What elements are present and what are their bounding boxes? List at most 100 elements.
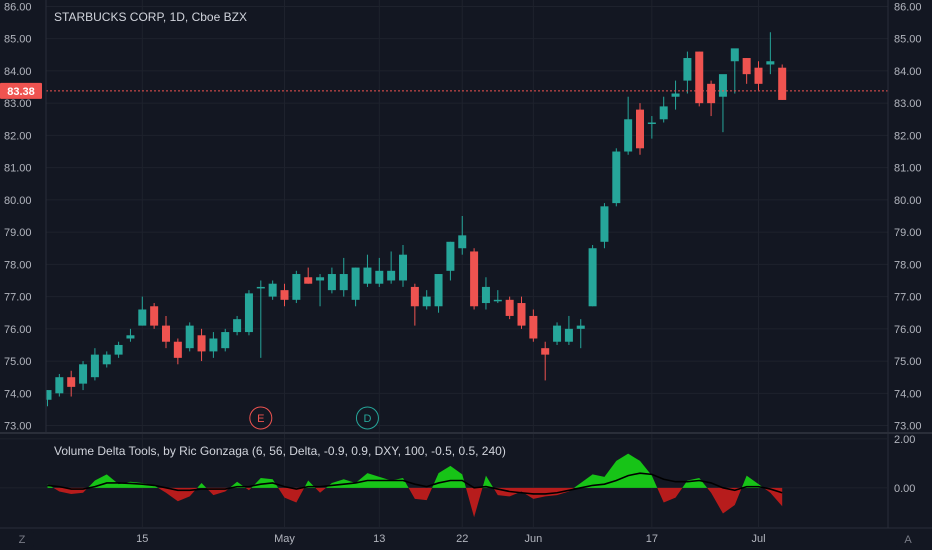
candle-body (505, 299, 514, 316)
time-tick-label: Jun (524, 533, 542, 545)
last-price-value: 83.38 (7, 86, 35, 98)
time-axis-ticks: 15 May 13 22 Jun 17 Jul (136, 533, 765, 545)
price-tick-label: 74.00 (894, 388, 922, 400)
candle (79, 361, 88, 391)
left-price-tick-label: 84.00 (4, 66, 32, 78)
candle (505, 296, 514, 320)
left-price-tick-label: 82.00 (4, 130, 32, 142)
delta-tick-label: 2.00 (894, 434, 915, 446)
candle (256, 280, 265, 358)
badge-circle (355, 406, 379, 430)
price-tick-label: 82.00 (894, 130, 922, 142)
candle-body (671, 93, 680, 97)
left-price-tick-label: 75.00 (4, 356, 32, 368)
price-tick-label: 77.00 (894, 292, 922, 304)
candle (126, 328, 135, 342)
candle (410, 283, 419, 326)
candle-body (185, 325, 194, 349)
left-price-tick-label: 83.00 (4, 98, 32, 110)
candle (209, 332, 218, 358)
badge-circle (249, 406, 273, 430)
candle (659, 96, 668, 123)
candle (197, 328, 206, 362)
candle-body (173, 341, 182, 358)
candle (292, 270, 301, 304)
candle-body (351, 267, 360, 300)
candle-body (150, 306, 159, 326)
candle-body (588, 248, 597, 307)
price-axis-ticks: 86.00 85.00 84.00 83.00 82.00 81.00 80.00 79.00… (894, 1, 922, 432)
delta-negative-area (47, 487, 783, 518)
candle-body (718, 74, 727, 97)
price-tick-label: 73.00 (894, 421, 922, 433)
candle (600, 203, 609, 249)
candle (671, 80, 680, 110)
timezone-button[interactable]: Z (10, 530, 34, 548)
candle-body (256, 286, 265, 289)
candle-body (707, 83, 716, 104)
candle (707, 80, 716, 117)
candle-body (327, 274, 336, 291)
candle (244, 290, 253, 336)
indicator-pane[interactable]: Volume Delta Tools, by Ric Gonzaga (6, 5… (0, 434, 888, 527)
left-axis[interactable]: 86.00 85.00 84.00 83.00 82.00 81.00 80.00 79.00… (0, 0, 47, 433)
candle-body (434, 274, 443, 307)
price-tick-label: 75.00 (894, 356, 922, 368)
candle (529, 309, 538, 342)
event-badge-e[interactable]: E (249, 406, 273, 430)
auto-scale-button[interactable]: A (896, 530, 920, 548)
candle-body (410, 286, 419, 307)
candle (541, 341, 550, 381)
candle-body (363, 267, 372, 284)
candle (304, 267, 313, 284)
chart-title: STARBUCKS CORP, 1D, Cboe BZX (54, 10, 247, 24)
candle (422, 290, 431, 310)
candle (564, 315, 573, 345)
badge-letter: E (257, 413, 264, 425)
candle-body (339, 274, 348, 291)
left-price-axis-ticks: 86.00 85.00 84.00 83.00 82.00 81.00 80.00 79.00… (4, 1, 32, 432)
candle-body (90, 354, 99, 378)
time-axis[interactable]: 15 May 13 22 Jun 17 Jul Z A (0, 527, 932, 550)
candle-body (458, 235, 467, 249)
price-tick-label: 76.00 (894, 324, 922, 336)
candle-body (316, 277, 325, 281)
candle (162, 315, 170, 349)
candle (576, 319, 585, 349)
candle-body (55, 377, 64, 394)
candle-body (399, 254, 407, 281)
candle-body (695, 51, 704, 104)
candle-body (754, 67, 763, 84)
candle (90, 348, 99, 381)
candle-body (304, 277, 313, 284)
left-price-tick-label: 81.00 (4, 163, 32, 175)
delta-axis-ticks: 2.00 0.00 (894, 434, 915, 495)
time-tick-label: Jul (751, 533, 765, 545)
auto-scale-button-label: A (904, 534, 912, 546)
price-tick-label: 86.00 (894, 1, 922, 13)
candle-body (126, 335, 135, 339)
candle-body (730, 48, 739, 62)
right-axis[interactable]: 86.00 85.00 84.00 83.00 82.00 81.00 80.00 79.00… (887, 0, 932, 550)
candle (399, 245, 407, 287)
time-tick-label: 17 (646, 533, 658, 545)
candle (612, 148, 621, 207)
left-price-tick-label: 78.00 (4, 259, 32, 271)
candle-body (244, 293, 253, 333)
event-badge-d[interactable]: D (355, 406, 379, 430)
price-tick-label: 83.00 (894, 98, 922, 110)
candle (351, 267, 360, 307)
candle (446, 241, 455, 281)
candle-body (766, 61, 775, 65)
delta-positive-area (47, 453, 783, 488)
candle (138, 296, 147, 326)
candle-body (292, 274, 301, 300)
candle (434, 274, 443, 313)
main-pane[interactable]: E D STARBUCKS CORP, 1D, Cboe BZX (43, 0, 889, 432)
left-price-tick-label: 77.00 (4, 292, 32, 304)
price-tick-label: 85.00 (894, 34, 922, 46)
candle (647, 116, 656, 139)
badge-letter: D (363, 413, 371, 425)
candle (280, 283, 289, 307)
